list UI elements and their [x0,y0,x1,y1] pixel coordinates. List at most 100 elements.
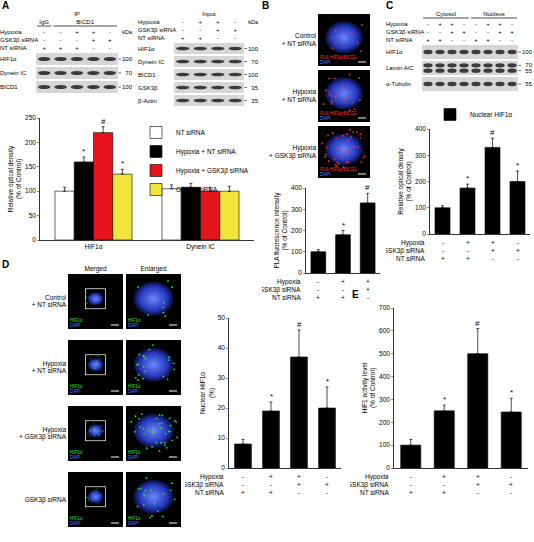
svg-text:-: - [475,21,477,27]
svg-text:BICD1: BICD1 [138,72,156,78]
svg-text:*: * [466,174,469,183]
svg-text:+: + [409,489,413,496]
svg-text:HIF1α: HIF1α [0,56,17,62]
svg-text:Control: Control [295,32,317,39]
svg-text:+ GSK3β siRNA: + GSK3β siRNA [19,433,67,441]
svg-text:Dynein IC: Dynein IC [138,59,165,65]
svg-text:40: 40 [218,344,226,351]
svg-text:+: + [491,239,495,246]
svg-text:-: - [43,37,45,43]
svg-text:+: + [341,278,345,285]
svg-text:200: 200 [25,139,36,146]
svg-text:#: # [365,183,370,192]
svg-text:Relative optical density(% of: Relative optical density(% of Control) [7,145,23,212]
svg-text:Hypoxia: Hypoxia [200,473,224,481]
svg-text:+: + [474,37,478,43]
svg-text:*: * [516,161,519,170]
svg-text:-: - [451,37,453,43]
svg-text:+: + [241,489,245,496]
svg-text:-: - [463,21,465,27]
svg-text:+: + [442,489,446,496]
svg-text:+: + [316,294,320,301]
svg-text:-: - [109,29,111,35]
svg-text:Input: Input [202,11,216,17]
svg-text:-: - [499,37,501,43]
svg-text:0: 0 [221,464,225,471]
svg-text:-: - [442,239,444,246]
svg-text:+: + [426,37,430,43]
svg-text:100: 100 [379,441,390,448]
svg-text:400: 400 [291,184,302,191]
svg-text:Nuclear HIF1α: Nuclear HIF1α [470,111,512,118]
svg-text:*: * [82,147,85,156]
svg-text:-: - [487,29,489,35]
svg-text:+: + [92,29,96,35]
svg-text:HIF1 activity level(% of Contr: HIF1 activity level(% of Control) [361,362,377,413]
svg-text:+ NT siRNA: + NT siRNA [32,301,67,308]
svg-text:DAPI: DAPI [320,60,331,65]
svg-text:+ NT siRNA: + NT siRNA [32,367,67,374]
svg-text:-: - [517,239,519,246]
svg-text:-: - [242,473,244,480]
svg-text:+: + [75,29,79,35]
svg-text:55: 55 [525,81,532,87]
svg-text:BICD1: BICD1 [0,84,18,90]
svg-text:300: 300 [415,152,426,159]
svg-text:Hypoxia: Hypoxia [365,473,389,481]
svg-text:+: + [498,29,502,35]
svg-text:GSK3β siRNA: GSK3β siRNA [350,481,389,489]
svg-text:+: + [498,21,502,27]
svg-text:-: - [427,29,429,35]
svg-text:+: + [462,29,466,35]
svg-text:-: - [427,21,429,27]
svg-text:300: 300 [291,206,302,213]
svg-text:70: 70 [125,70,132,76]
svg-text:-: - [76,37,78,43]
svg-text:-: - [342,286,344,293]
svg-text:NT siRNA: NT siRNA [396,255,425,262]
svg-text:200: 200 [291,227,302,234]
svg-text:-: - [477,489,479,496]
svg-text:-: - [182,19,184,25]
svg-text:+: + [366,286,370,293]
svg-text:DAPI: DAPI [128,323,139,328]
svg-text:-: - [367,294,369,301]
svg-text:+: + [486,21,490,27]
svg-text:Relative optical density(% of: Relative optical density(% of Control) [397,148,413,215]
svg-text:0: 0 [386,464,390,471]
svg-text:+ NT siRNA: + NT siRNA [282,40,317,47]
svg-text:NT siRNA: NT siRNA [272,294,301,301]
svg-text:kDa: kDa [122,29,133,35]
svg-text:kDa: kDa [248,19,259,25]
svg-text:+: + [92,37,96,43]
svg-text:+: + [75,45,79,51]
svg-text:-: - [439,29,441,35]
svg-text:GSK3β siRNA: GSK3β siRNA [0,37,38,43]
svg-text:Control: Control [45,294,67,301]
svg-text:-: - [43,29,45,35]
svg-text:-: - [511,37,513,43]
svg-text:#: # [297,320,302,329]
svg-text:300: 300 [379,396,390,403]
svg-text:+: + [442,473,446,480]
svg-text:+: + [325,481,329,488]
svg-text:0: 0 [422,230,426,237]
svg-text:DAPI: DAPI [320,116,331,121]
svg-text:+: + [216,27,220,33]
svg-text:250: 250 [25,114,36,121]
svg-text:GSK3β siRNA: GSK3β siRNA [262,286,301,294]
svg-text:+ GSK3β siRNA: + GSK3β siRNA [269,152,317,160]
svg-text:β-Actin: β-Actin [138,98,157,104]
svg-text:+: + [450,21,454,27]
svg-text:+: + [269,489,273,496]
svg-text:100: 100 [415,204,426,211]
svg-text:150: 150 [25,163,36,170]
svg-text:+: + [509,481,513,488]
svg-text:-: - [510,489,512,496]
svg-text:-: - [234,35,236,41]
svg-text:Merged: Merged [84,265,106,273]
svg-text:+: + [297,473,301,480]
svg-text:+: + [108,37,112,43]
svg-text:Hypoxia: Hypoxia [138,19,160,25]
svg-text:-: - [510,473,512,480]
